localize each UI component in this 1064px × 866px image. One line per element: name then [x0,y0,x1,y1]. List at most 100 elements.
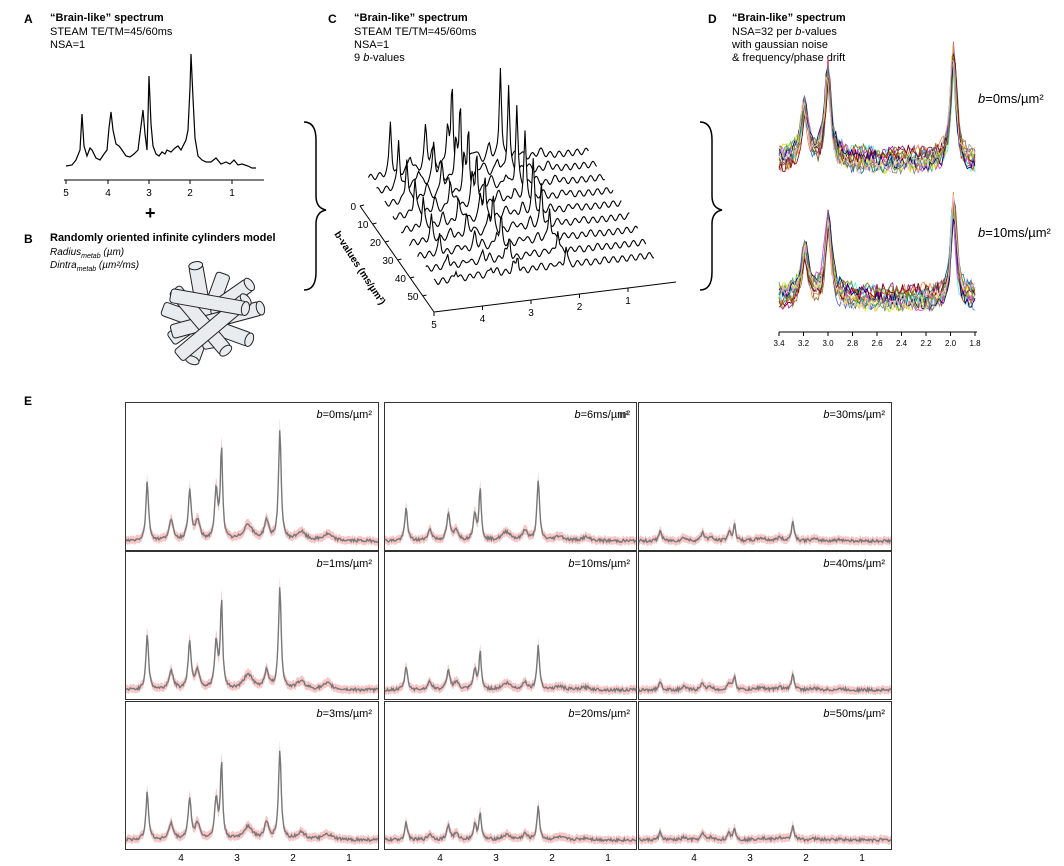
brace-right [696,120,726,295]
e-tick-label: 3 [747,853,753,864]
e-subplot-b20: b=20ms/µm² [384,701,637,850]
d-tick-label: 3.0 [822,339,834,348]
d-tick-label: 2.8 [847,339,859,348]
e-subplot-b6: b=6ms/µm² [384,402,637,551]
panel-e-axis-ticks: 4 3 2 1 4 3 2 1 4 3 2 1 [125,848,895,866]
b-tick-label: 30 [382,256,394,267]
plus-sign: + [145,203,156,224]
overlay-b10 [779,192,975,312]
d-tick-label: 2.4 [896,339,908,348]
uncertainty-band [126,418,378,547]
uncertainty-band [639,820,891,845]
panel-d-title: “Brain-like” spectrum [732,12,846,25]
b-tick [410,277,414,278]
ppm-tick-label: 5 [431,320,437,331]
d-tick-label: 3.2 [798,339,810,348]
e-tick-label: 1 [605,853,611,864]
e-spectrum [639,403,891,550]
e-tick-label: 4 [691,853,697,864]
e-subplot-b40: b=40ms/µm² [638,551,892,700]
e-subplot-b3: b=3ms/µm² [125,701,379,850]
panel-a-spectrum: 5 4 3 2 1 [56,38,270,200]
panel-a-letter: A [24,12,33,26]
b10-text: =10ms/µm² [985,225,1051,240]
waterfall-traces [368,68,654,284]
e-tick-label: 1 [346,853,352,864]
ppm-axis [434,282,676,312]
mean-spectrum [385,645,636,691]
panel-b-letter: B [24,232,33,246]
d-label-b0: b=0ms/µm² [978,92,1044,105]
b0-text: =0ms/µm² [985,91,1043,106]
b-tick-label: 10 [357,220,369,231]
panel-a-tick-label: 2 [187,188,193,199]
overlay-b0 [779,42,975,174]
dintra-main: Dintra [50,260,77,271]
dintra-sub: metab [77,266,96,273]
e-spectrum [385,702,636,849]
panel-d-ticks: 3.4 3.2 3.0 2.8 2.6 2.4 2.2 2.0 1.8 [773,332,981,348]
stray-mark: n² [619,410,628,421]
e-subplot-b50: b=50ms/µm² [638,701,892,850]
e-tick-label: 1 [859,853,865,864]
panel-b-dintra-param: Dintrametab (µm²/ms) [50,259,139,276]
b-tick [373,223,377,224]
ppm-tick-label: 2 [577,302,583,313]
b-tick [398,259,402,260]
e-tick-label: 2 [803,853,809,864]
e-tick-label: 3 [493,853,499,864]
e-spectrum [126,702,378,849]
cylinders-illustration [148,262,270,372]
e-spectrum [385,552,636,699]
mean-spectrum [639,825,891,841]
e-spectrum [639,702,891,849]
d-tick-label: 2.2 [920,339,932,348]
ppm-tick-label: 1 [625,296,631,307]
waterfall-trace [368,68,588,180]
panel-a-trace [66,54,256,168]
e-tick-label: 2 [549,853,555,864]
b-tick-label: 40 [395,274,407,285]
b-tick-label: 50 [407,292,419,303]
panel-a-tick-label: 4 [105,188,111,199]
panel-d-letter: D [708,12,717,26]
e-tick-label: 3 [234,853,240,864]
e-spectrum [126,552,378,699]
d-tick-label: 3.4 [773,339,785,348]
b-tick-label: 20 [370,238,382,249]
e-subplot-b10: b=10ms/µm² [384,551,637,700]
b-tick [423,295,427,296]
panel-a-tick-label: 1 [229,188,235,199]
e-subplot-b30: b=30ms/µm² [638,402,892,551]
brace-path [304,122,326,290]
b-tick-label: 0 [350,202,356,213]
radius-unit: (µm) [101,247,125,258]
ppm-tick-label: 3 [528,308,534,319]
d-tick-label: 2.6 [871,339,883,348]
waterfall-trace [377,85,597,193]
panel-a-tick-label: 3 [146,188,152,199]
e-spectrum [385,403,636,550]
d-tick-label: 2.0 [945,339,957,348]
panel-c-letter: C [328,12,337,26]
panel-c-title: “Brain-like” spectrum [354,12,468,25]
d-tick-label: 1.8 [969,339,981,348]
e-tick-label: 4 [437,853,443,864]
dintra-unit: (µm²/ms) [96,260,139,271]
mean-spectrum [385,481,636,542]
e-spectrum [126,403,378,550]
ppm-tick-label: 4 [480,314,486,325]
radius-main: Radius [50,247,81,258]
e-subplot-b1: b=1ms/µm² [125,551,379,700]
b-tick [360,205,364,206]
brace-path [700,122,722,290]
panel-a-title: “Brain-like” spectrum [50,12,164,25]
b-tick [385,241,389,242]
e-subplot-b0: b=0ms/µm² [125,402,379,551]
e-tick-label: 2 [290,853,296,864]
panel-d-overlay: 3.4 3.2 3.0 2.8 2.6 2.4 2.2 2.0 1.8 [775,30,981,350]
d-label-b10: b=10ms/µm² [978,226,1051,239]
panel-b-title: Randomly oriented infinite cylinders mod… [50,232,276,245]
e-tick-label: 4 [178,853,184,864]
